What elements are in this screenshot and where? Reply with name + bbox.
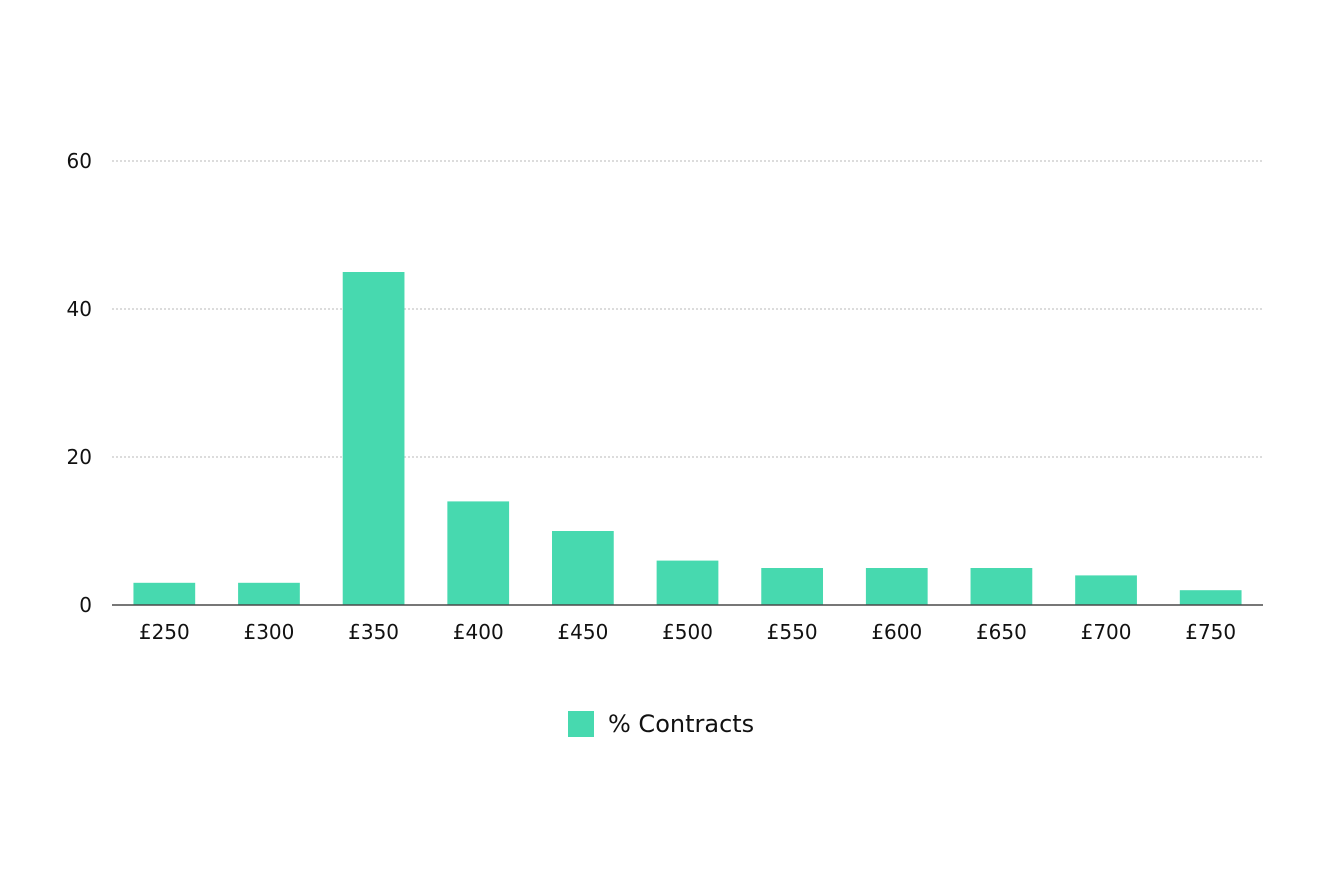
bar [238, 582, 300, 605]
x-tick-label: £350 [348, 620, 399, 644]
bar [970, 568, 1033, 605]
y-tick-label: 60 [67, 149, 92, 173]
gridlines [112, 160, 1263, 458]
x-tick-label: £600 [871, 620, 922, 644]
bar [1179, 590, 1242, 605]
bar [656, 560, 719, 605]
x-tick-label: £250 [139, 620, 190, 644]
bar [1075, 575, 1137, 605]
bar [552, 531, 614, 605]
x-tick-label: £650 [976, 620, 1027, 644]
legend: % Contracts [568, 710, 754, 738]
x-tick-label: £750 [1185, 620, 1236, 644]
y-tick-label: 0 [79, 593, 92, 617]
y-tick-label: 20 [67, 445, 92, 469]
bar [447, 501, 510, 605]
x-tick-label: £450 [557, 620, 608, 644]
x-tick-label: £700 [1081, 620, 1132, 644]
x-tick-label: £500 [662, 620, 713, 644]
bar [133, 582, 196, 605]
legend-swatch [568, 711, 594, 737]
legend-label: % Contracts [608, 710, 754, 738]
bars [133, 272, 1242, 605]
x-axis-ticks: £250 £300 £350 £400 £450 £500 £550 £600 £650 £700… [139, 620, 1236, 644]
y-axis-ticks: 0 20 40 60 [67, 149, 92, 617]
x-tick-label: £400 [453, 620, 504, 644]
x-tick-label: £300 [243, 620, 294, 644]
x-tick-label: £550 [767, 620, 818, 644]
bar [761, 568, 824, 605]
bar [342, 272, 405, 605]
y-tick-label: 40 [67, 297, 92, 321]
bar [865, 568, 928, 605]
